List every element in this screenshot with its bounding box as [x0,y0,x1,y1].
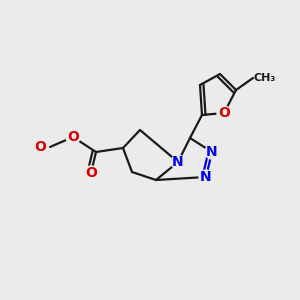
Text: N: N [206,145,218,159]
Circle shape [84,166,98,180]
Text: N: N [200,170,212,184]
Text: O: O [67,130,79,144]
Circle shape [66,130,80,144]
Text: CH₃: CH₃ [253,73,275,83]
Circle shape [171,155,185,169]
Circle shape [199,170,213,184]
Circle shape [205,145,219,159]
Circle shape [217,106,231,120]
Text: O: O [34,140,46,154]
Text: N: N [172,155,184,169]
Text: O: O [218,106,230,120]
Text: O: O [85,166,97,180]
